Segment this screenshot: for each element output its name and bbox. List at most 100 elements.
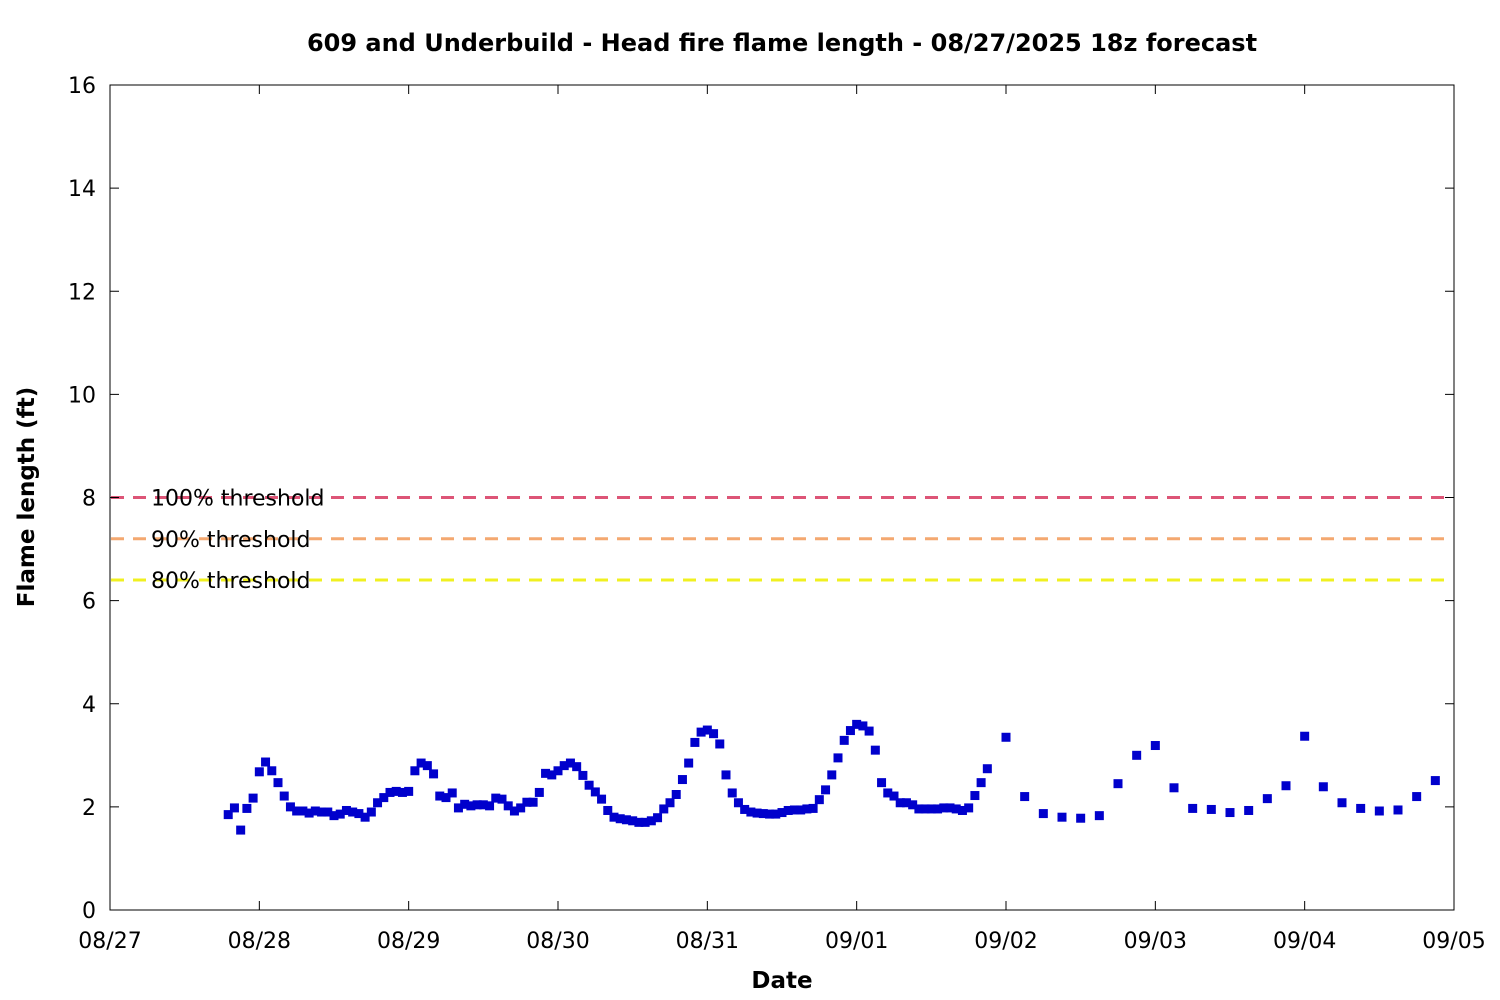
data-point bbox=[1188, 803, 1198, 813]
y-axis-label: Flame length (ft) bbox=[14, 387, 40, 607]
y-axis-ticks: 0 2 4 6 8 10 12 14 16 bbox=[68, 74, 1454, 924]
x-tick-label: 08/30 bbox=[526, 929, 589, 954]
y-tick-label: 8 bbox=[82, 487, 96, 512]
data-point bbox=[640, 817, 650, 827]
data-point bbox=[422, 761, 432, 771]
data-point bbox=[597, 794, 607, 804]
data-point bbox=[354, 809, 364, 819]
data-point bbox=[609, 812, 619, 822]
data-point bbox=[323, 807, 333, 817]
data-point bbox=[485, 801, 495, 811]
data-point bbox=[1281, 781, 1291, 791]
data-point bbox=[254, 767, 264, 777]
data-point bbox=[248, 793, 258, 803]
data-point bbox=[771, 809, 781, 819]
data-point bbox=[1318, 782, 1328, 792]
data-point bbox=[889, 791, 899, 801]
data-point bbox=[1356, 803, 1366, 813]
data-point bbox=[478, 800, 488, 810]
data-point bbox=[373, 798, 383, 808]
data-point bbox=[360, 812, 370, 822]
threshold-label: 80% threshold bbox=[151, 569, 311, 594]
x-tick-label: 09/04 bbox=[1273, 929, 1336, 954]
data-point bbox=[870, 745, 880, 755]
data-point bbox=[460, 799, 470, 809]
threshold-label: 100% threshold bbox=[151, 487, 325, 512]
data-point bbox=[379, 793, 389, 803]
data-point bbox=[229, 803, 239, 813]
data-point bbox=[416, 758, 426, 768]
data-points bbox=[223, 719, 1440, 835]
data-point bbox=[453, 803, 463, 813]
data-point bbox=[783, 805, 793, 815]
data-point bbox=[528, 797, 538, 807]
data-point bbox=[933, 804, 943, 814]
data-point bbox=[733, 798, 743, 808]
data-point bbox=[976, 778, 986, 788]
data-point bbox=[951, 804, 961, 814]
data-point bbox=[914, 804, 924, 814]
data-point bbox=[957, 805, 967, 815]
data-point bbox=[634, 817, 644, 827]
data-point bbox=[858, 721, 868, 731]
data-point bbox=[684, 758, 694, 768]
data-point bbox=[653, 813, 663, 823]
data-point bbox=[746, 807, 756, 817]
data-point bbox=[1076, 813, 1086, 823]
data-point bbox=[466, 801, 476, 811]
data-point bbox=[802, 804, 812, 814]
data-point bbox=[895, 798, 905, 808]
x-tick-label: 09/05 bbox=[1422, 929, 1485, 954]
data-point bbox=[1430, 776, 1440, 786]
data-point bbox=[572, 762, 582, 772]
data-point bbox=[1206, 804, 1216, 814]
y-tick-label: 16 bbox=[68, 74, 96, 99]
data-point bbox=[970, 791, 980, 801]
data-point bbox=[497, 794, 507, 804]
y-tick-label: 0 bbox=[82, 899, 96, 924]
data-point bbox=[236, 825, 246, 835]
data-point bbox=[1094, 811, 1104, 821]
threshold-lines: 100% threshold 90% threshold 80% threshold bbox=[111, 487, 1453, 594]
data-point bbox=[833, 753, 843, 763]
y-tick-label: 4 bbox=[82, 693, 96, 718]
data-point bbox=[397, 787, 407, 797]
data-point bbox=[1001, 732, 1011, 742]
data-point bbox=[1169, 783, 1179, 793]
data-point bbox=[926, 804, 936, 814]
data-point bbox=[827, 770, 837, 780]
data-point bbox=[242, 803, 252, 813]
data-point bbox=[796, 805, 806, 815]
plot-frame bbox=[109, 84, 1455, 911]
data-point bbox=[553, 766, 563, 776]
data-point bbox=[547, 770, 557, 780]
data-point bbox=[982, 764, 992, 774]
data-point bbox=[752, 808, 762, 818]
x-tick-label: 09/03 bbox=[1124, 929, 1187, 954]
data-point bbox=[758, 809, 768, 819]
data-point bbox=[1337, 798, 1347, 808]
data-point bbox=[1244, 805, 1254, 815]
data-point bbox=[646, 816, 656, 826]
x-tick-label: 09/01 bbox=[825, 929, 888, 954]
data-point bbox=[628, 816, 638, 826]
data-point bbox=[1020, 792, 1030, 802]
data-point bbox=[740, 804, 750, 814]
data-point bbox=[435, 791, 445, 801]
data-point bbox=[765, 809, 775, 819]
x-tick-label: 08/29 bbox=[377, 929, 440, 954]
data-point bbox=[1225, 808, 1235, 818]
data-point bbox=[677, 775, 687, 785]
data-point bbox=[1150, 741, 1160, 751]
data-point bbox=[292, 806, 302, 816]
data-point bbox=[298, 806, 308, 816]
data-point bbox=[472, 800, 482, 810]
data-point bbox=[509, 806, 519, 816]
data-point bbox=[335, 809, 345, 819]
data-point bbox=[584, 780, 594, 790]
data-point bbox=[410, 766, 420, 776]
data-point bbox=[808, 803, 818, 813]
data-point bbox=[223, 810, 233, 820]
data-point bbox=[366, 807, 376, 817]
